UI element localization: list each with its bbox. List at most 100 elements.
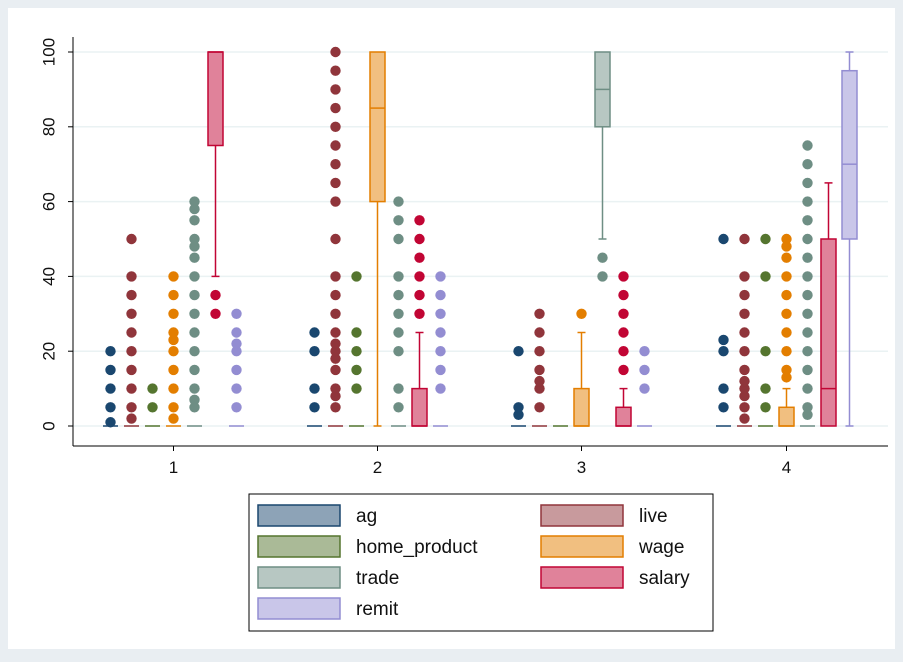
outlier-point (330, 289, 341, 301)
outlier-point (330, 233, 341, 245)
outlier-point (189, 203, 200, 215)
outlier-point (781, 346, 792, 357)
outlier-point (534, 346, 545, 357)
outlier-point (189, 233, 200, 245)
outlier-point (189, 308, 200, 319)
outlier-point (618, 346, 629, 357)
x-tick-label: 1 (169, 458, 178, 477)
legend-swatch (540, 504, 624, 527)
outlier-point (168, 308, 179, 319)
outlier-point (189, 271, 200, 282)
outlier-point (718, 383, 729, 394)
legend-swatch (540, 535, 624, 558)
outlier-point (414, 308, 425, 319)
outlier-point (231, 383, 242, 394)
outlier-point (435, 271, 446, 282)
outlier-point (435, 383, 446, 394)
outlier-point (639, 364, 650, 376)
outlier-point (393, 402, 404, 413)
outlier-point (309, 346, 320, 357)
outlier-point (414, 289, 425, 301)
outlier-point (168, 383, 179, 394)
outlier-point (414, 252, 425, 263)
outlier-point (739, 346, 750, 357)
outlier-point (618, 364, 629, 376)
outlier-point (231, 364, 242, 376)
outlier-point (513, 409, 524, 420)
outlier-point (330, 46, 341, 58)
outlier-point (534, 308, 545, 319)
outlier-point (105, 346, 116, 357)
outlier-point (189, 364, 200, 376)
outlier-point (189, 252, 200, 263)
outlier-point (351, 327, 362, 338)
outlier-point (597, 252, 608, 263)
outlier-point (231, 308, 242, 319)
outlier-point (739, 289, 750, 301)
outlier-point (126, 327, 137, 338)
outlier-point (802, 196, 813, 207)
outlier-point (189, 289, 200, 301)
legend-swatch (257, 504, 341, 527)
outlier-point (739, 375, 750, 387)
box-body (841, 69, 858, 240)
outlier-point (534, 327, 545, 338)
x-tick-label: 2 (373, 458, 382, 477)
outlier-point (126, 271, 137, 282)
outlier-point (351, 364, 362, 376)
outlier-point (802, 402, 813, 413)
y-tick-label: 100 (39, 38, 58, 66)
outlier-point (330, 308, 341, 319)
outlier-point (718, 334, 729, 346)
outlier-point (330, 346, 341, 357)
y-tick-label: 0 (39, 421, 58, 430)
outlier-point (393, 233, 404, 245)
outlier-point (126, 364, 137, 376)
outlier-point (781, 241, 792, 252)
outlier-point (126, 346, 137, 357)
outlier-point (802, 271, 813, 282)
outlier-point (739, 413, 750, 424)
outlier-point (393, 308, 404, 319)
outlier-point (534, 402, 545, 413)
box-body (369, 51, 386, 203)
outlier-point (168, 334, 179, 346)
y-tick-label: 40 (39, 267, 58, 286)
outlier-point (739, 364, 750, 376)
box-body (411, 387, 428, 427)
outlier-point (802, 159, 813, 170)
box-body (615, 406, 632, 427)
outlier-point (330, 338, 341, 349)
outlier-point (781, 308, 792, 319)
legend: ag live home_product wage trade salary remit (248, 493, 714, 632)
outlier-point (351, 271, 362, 282)
outlier-point (760, 233, 771, 245)
outlier-point (126, 289, 137, 301)
outlier-point (105, 402, 116, 413)
outlier-point (618, 308, 629, 319)
box-body (573, 387, 590, 427)
outlier-point (330, 84, 341, 95)
outlier-point (168, 271, 179, 282)
legend-label: live (639, 506, 668, 527)
outlier-point (168, 364, 179, 376)
outlier-point (718, 233, 729, 245)
legend-label: remit (356, 599, 399, 620)
outlier-point (393, 289, 404, 301)
outlier-point (168, 327, 179, 338)
outlier-point (309, 327, 320, 338)
outlier-point (126, 402, 137, 413)
outlier-point (126, 413, 137, 424)
outlier-point (393, 215, 404, 226)
outlier-point (210, 289, 221, 301)
outlier-point (414, 233, 425, 245)
outlier-point (126, 233, 137, 245)
outlier-point (330, 271, 341, 282)
legend-label: trade (356, 568, 399, 589)
outlier-point (760, 271, 771, 282)
outlier-point (718, 402, 729, 413)
chart-marks (103, 46, 858, 428)
outlier-point (781, 271, 792, 282)
outlier-point (330, 140, 341, 151)
